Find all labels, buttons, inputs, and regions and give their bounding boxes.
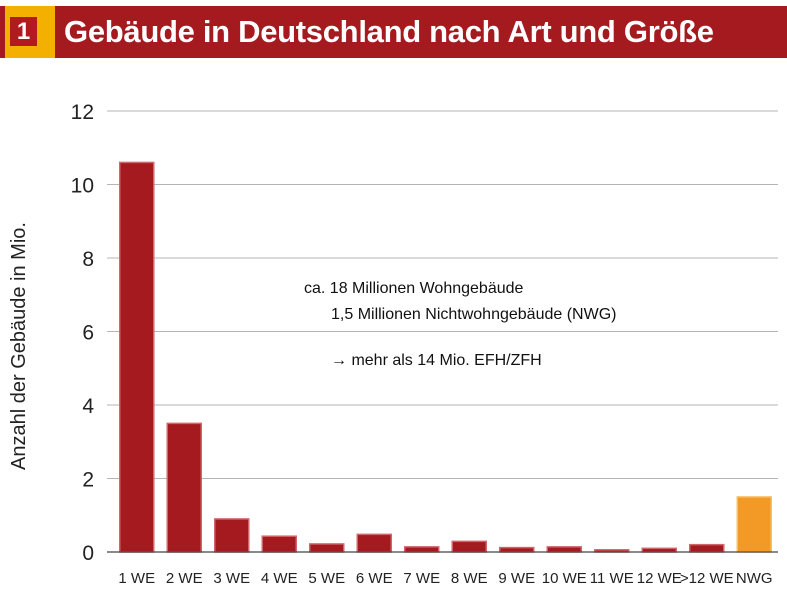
x-tick-label: 4 WE — [261, 570, 298, 587]
bars — [119, 161, 772, 553]
bar-8we — [451, 540, 487, 553]
bar-5we — [309, 543, 345, 553]
x-tick-label: 12 WE — [637, 570, 682, 587]
bar-2we — [166, 422, 202, 553]
x-tick-label: NWG — [736, 570, 773, 587]
bar-6we — [356, 533, 392, 553]
x-tick-label: 1 WE — [118, 570, 155, 587]
annotation-efh-zfh: → mehr als 14 Mio. EFH/ZFH — [331, 352, 542, 369]
x-tick-label: 3 WE — [213, 570, 250, 587]
bar-7we — [404, 546, 440, 553]
chart-title: Gebäude in Deutschland nach Art und Größ… — [64, 14, 714, 49]
bar-9we — [499, 546, 535, 553]
y-tick-label: 2 — [82, 469, 94, 492]
bar-3we — [214, 518, 250, 553]
gridlines — [107, 110, 778, 479]
bar-10we — [546, 546, 582, 553]
bar-nwg — [736, 496, 772, 553]
x-tick-label: 7 WE — [403, 570, 440, 587]
x-tick-label: 5 WE — [308, 570, 345, 587]
bar-1we — [119, 161, 155, 553]
bar-4we — [261, 535, 297, 553]
x-tick-label: 10 WE — [542, 570, 587, 587]
annotation-total-nonresidential: 1,5 Millionen Nichtwohngebäude (NWG) — [331, 306, 616, 323]
bar-12we — [689, 543, 725, 553]
y-tick-label: 6 — [82, 322, 94, 345]
x-tick-label: 9 WE — [498, 570, 535, 587]
x-tick-label: 11 WE — [590, 570, 634, 587]
figure-number: 1 — [10, 17, 37, 46]
y-axis-label: Anzahl der Gebäude in Mio. — [8, 222, 30, 470]
x-tick-label: 2 WE — [166, 570, 203, 587]
x-tick-label: 6 WE — [356, 570, 393, 587]
x-tick-label: 8 WE — [451, 570, 488, 587]
y-tick-label: 4 — [82, 395, 94, 418]
y-tick-label: 8 — [82, 248, 94, 271]
header-bar — [0, 6, 787, 58]
x-tick-label: >12 WE — [680, 570, 734, 587]
y-axis-ticks: 0 2 4 6 8 10 12 — [71, 101, 95, 565]
y-tick-label: 10 — [71, 175, 94, 198]
annotation-total-residential: ca. 18 Millionen Wohngebäude — [304, 280, 524, 297]
y-tick-label: 0 — [82, 542, 94, 565]
x-axis-ticks: 1 WE 2 WE 3 WE 4 WE 5 WE 6 WE 7 WE 8 WE 9 WE 10 W… — [118, 570, 772, 587]
y-tick-label: 12 — [71, 101, 94, 124]
